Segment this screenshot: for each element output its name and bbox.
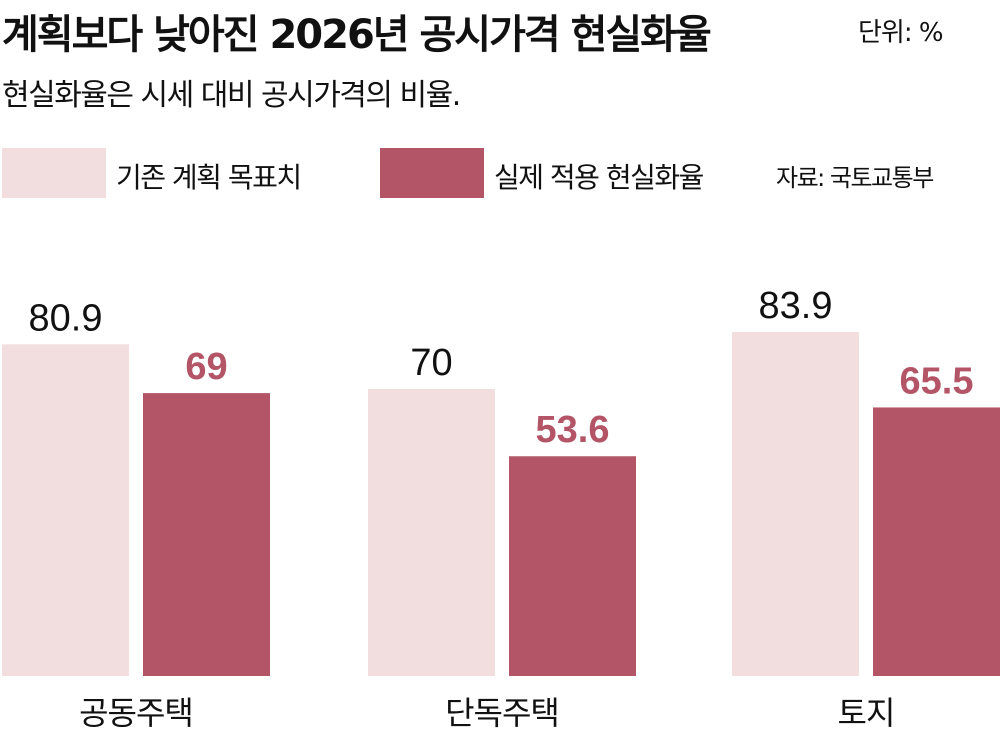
bar-actual-2 <box>873 407 1000 676</box>
source-note: 자료: 국토교통부 <box>776 164 934 192</box>
value-label-actual-1: 53.6 <box>536 409 610 451</box>
value-label-actual-2: 65.5 <box>900 360 974 402</box>
value-label-planned-1: 70 <box>410 342 452 384</box>
chart-title: 계획보다 낮아진 2026년 공시가격 현실화율 <box>2 12 712 58</box>
legend-label-planned: 기존 계획 목표치 <box>116 161 302 194</box>
category-label-0: 공동주택 <box>79 694 193 732</box>
legend-swatch-planned <box>2 148 106 198</box>
bar-planned-0 <box>2 344 129 676</box>
value-label-planned-2: 83.9 <box>759 285 833 327</box>
value-label-planned-0: 80.9 <box>29 297 103 339</box>
chart-subtitle: 현실화율은 시세 대비 공시가격의 비율. <box>2 78 461 113</box>
legend-swatch-actual <box>380 148 484 198</box>
bar-planned-2 <box>732 332 859 676</box>
unit-label: 단위: % <box>858 18 944 48</box>
bar-planned-1 <box>368 389 495 676</box>
legend-label-actual: 실제 적용 현실화율 <box>494 161 704 194</box>
bar-actual-0 <box>143 393 270 676</box>
category-label-2: 토지 <box>838 694 895 732</box>
bar-actual-1 <box>509 456 636 676</box>
value-label-actual-0: 69 <box>185 346 227 388</box>
category-label-1: 단독주택 <box>445 694 559 732</box>
